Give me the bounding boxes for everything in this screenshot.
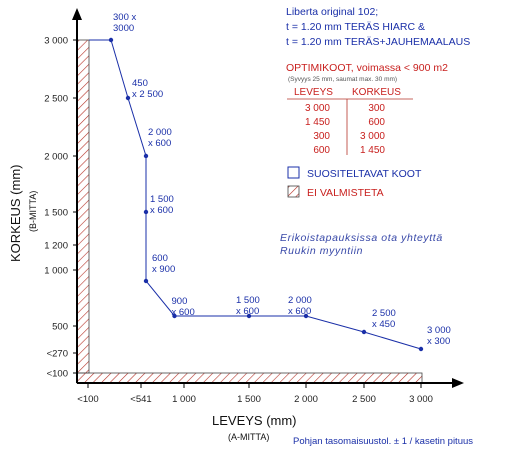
size-point <box>143 278 149 284</box>
x-axis-sublabel: (A-MITTA) <box>228 432 269 442</box>
optimal-row-2-height: 600 <box>368 117 385 128</box>
optimal-row-2-width: 1 450 <box>305 117 330 128</box>
optimal-row-4-height: 1 450 <box>360 145 385 156</box>
y-tick-labels: 3 000 2 500 2 000 1 500 1 200 1 000 500 <270 <10… <box>44 36 77 380</box>
y-axis-label: KORKEUS (mm) <box>8 165 23 263</box>
not-made-zone-left <box>76 39 90 374</box>
optimal-row-3-width: 300 <box>313 131 330 142</box>
size-point-label-top: 2 500 <box>372 308 396 319</box>
size-point-label-bottom: 3000 <box>113 23 134 34</box>
size-point <box>108 37 114 43</box>
y-tick-label: <100 <box>47 369 68 380</box>
size-point-label-top: 1 500 <box>150 194 174 205</box>
size-point <box>303 313 309 319</box>
optimal-subtitle: (Syvyys 25 mm, saumat max. 30 mm) <box>288 76 397 83</box>
size-point-label-bottom: x 600 <box>150 205 173 216</box>
size-point-label-bottom: x 600 <box>172 307 195 318</box>
y-tick-label: 1 200 <box>44 241 68 252</box>
size-point-label-bottom: x 450 <box>372 319 395 330</box>
size-point-label-top: 3 000 <box>427 325 451 336</box>
optimal-row-3-height: 3 000 <box>360 131 385 142</box>
size-point <box>418 346 424 352</box>
legend-recommended-swatch <box>287 166 300 179</box>
size-point <box>172 313 177 319</box>
x-tick-label: 1 000 <box>172 394 196 405</box>
size-point-label-top: 300 x <box>113 12 136 23</box>
optimal-row-4-width: 600 <box>313 145 330 156</box>
info-line-2: t = 1.20 mm TERÄS HIARC & <box>286 21 425 33</box>
size-point-label-top: 900 <box>172 296 188 307</box>
y-axis-arrow <box>72 8 82 20</box>
x-tick-label: 1 500 <box>237 394 261 405</box>
special-note-line-2: Ruukin myyntiin <box>280 245 363 257</box>
legend-not-made-label: EI VALMISTETA <box>307 187 384 199</box>
y-tick-label: 1 000 <box>44 266 68 277</box>
optimal-row-1-width: 3 000 <box>305 103 330 114</box>
y-tick-label: 2 500 <box>44 94 68 105</box>
info-line-1: Liberta original 102; <box>286 6 378 18</box>
size-point-label-top: 2 000 <box>288 295 312 306</box>
y-tick-label: <270 <box>47 349 68 360</box>
y-tick-label: 1 500 <box>44 208 68 219</box>
optimal-col-width: LEVEYS <box>294 87 333 98</box>
size-point <box>143 209 149 215</box>
info-line-3: t = 1.20 mm TERÄS+JAUHEMAALAUS <box>286 36 470 48</box>
y-tick-label: 2 000 <box>44 152 68 163</box>
size-point <box>246 313 252 319</box>
x-tick-label: <541 <box>130 394 151 405</box>
optimal-row-1-height: 300 <box>368 103 385 114</box>
size-point-label-bottom: x 900 <box>152 264 175 275</box>
x-tick-label: <100 <box>77 394 98 405</box>
x-axis-label: LEVEYS (mm) <box>212 413 297 428</box>
size-point <box>143 153 149 159</box>
y-tick-label: 500 <box>52 322 68 333</box>
size-point-label-bottom: x 600 <box>148 138 171 149</box>
optimal-title: OPTIMIKOOT, voimassa < 900 m2 <box>286 62 448 74</box>
size-point <box>361 329 367 335</box>
not-made-zone-bottom <box>76 372 423 384</box>
x-tick-label: 2 000 <box>294 394 318 405</box>
size-point-label-bottom: x 600 <box>288 306 311 317</box>
size-point-label-top: 2 000 <box>148 127 172 138</box>
x-tick-labels: <100 <541 1 000 1 500 2 000 2 500 3 000 <box>77 383 433 405</box>
size-point-label-top: 450 <box>132 78 148 89</box>
size-point-label-top: 600 <box>152 253 168 264</box>
recommended-size-points <box>108 37 424 352</box>
y-tick-label: 3 000 <box>44 36 68 47</box>
size-point-label-bottom: x 2 500 <box>132 89 163 100</box>
flatness-tolerance-note: Pohjan tasomaisuustol. ± 1 / kasetin pit… <box>293 436 473 447</box>
legend-not-made-swatch <box>287 185 300 198</box>
size-point-label-bottom: x 600 <box>236 306 259 317</box>
x-axis-arrow <box>452 378 464 388</box>
legend-recommended-label: SUOSITELTAVAT KOOT <box>307 168 422 180</box>
y-axis-sublabel: (B-MITTA) <box>28 191 38 232</box>
special-note-line-1: Erikoistapauksissa ota yhteyttä <box>280 232 443 244</box>
x-tick-label: 3 000 <box>409 394 433 405</box>
size-point-label-bottom: x 300 <box>427 336 450 347</box>
x-tick-label: 2 500 <box>352 394 376 405</box>
size-point-label-top: 1 500 <box>236 295 260 306</box>
optimal-col-height: KORKEUS <box>352 87 401 98</box>
size-point <box>125 95 131 101</box>
